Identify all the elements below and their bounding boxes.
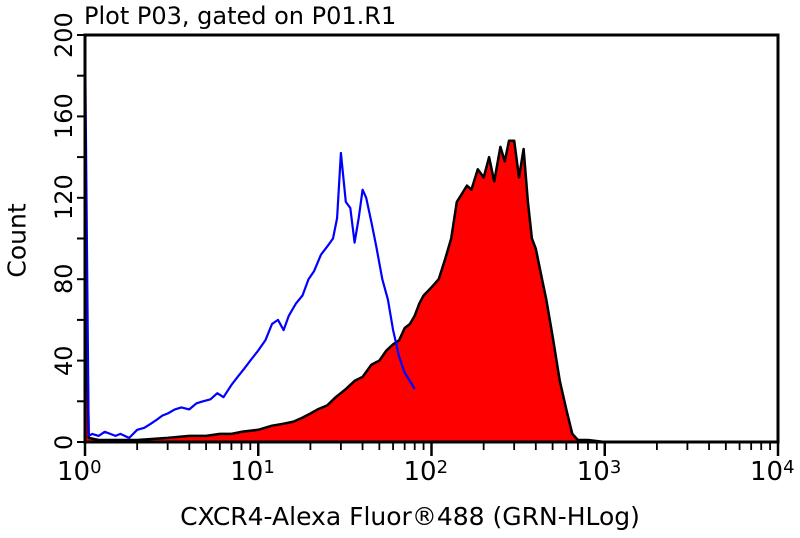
isotype-control-histogram-line xyxy=(83,34,416,439)
y-tick-label: 0 xyxy=(50,434,78,450)
y-axis-label: Count xyxy=(2,203,32,278)
x-tick-label: 103 xyxy=(576,457,622,487)
y-tick-label: 160 xyxy=(50,93,78,139)
plot-area xyxy=(83,34,778,444)
y-tick-label: 120 xyxy=(50,174,78,221)
cxcr4-histogram-outline xyxy=(83,139,778,444)
y-axis-ticks xyxy=(77,34,85,443)
y-tick-label: 80 xyxy=(50,263,78,295)
x-tick-label: 102 xyxy=(403,457,449,487)
x-tick-label: 104 xyxy=(750,457,795,487)
x-tick-label: 101 xyxy=(230,457,275,487)
x-tick-label: 100 xyxy=(57,457,102,487)
x-axis-ticks xyxy=(83,442,780,456)
plot-title: Plot P03, gated on P01.R1 xyxy=(84,2,397,30)
cxcr4-filled-histogram xyxy=(85,140,778,443)
x-axis-label: CXCR4-Alexa Fluor®488 (GRN-HLog) xyxy=(180,502,640,531)
y-tick-label: 200 xyxy=(50,11,78,58)
y-tick-label: 40 xyxy=(50,345,78,376)
